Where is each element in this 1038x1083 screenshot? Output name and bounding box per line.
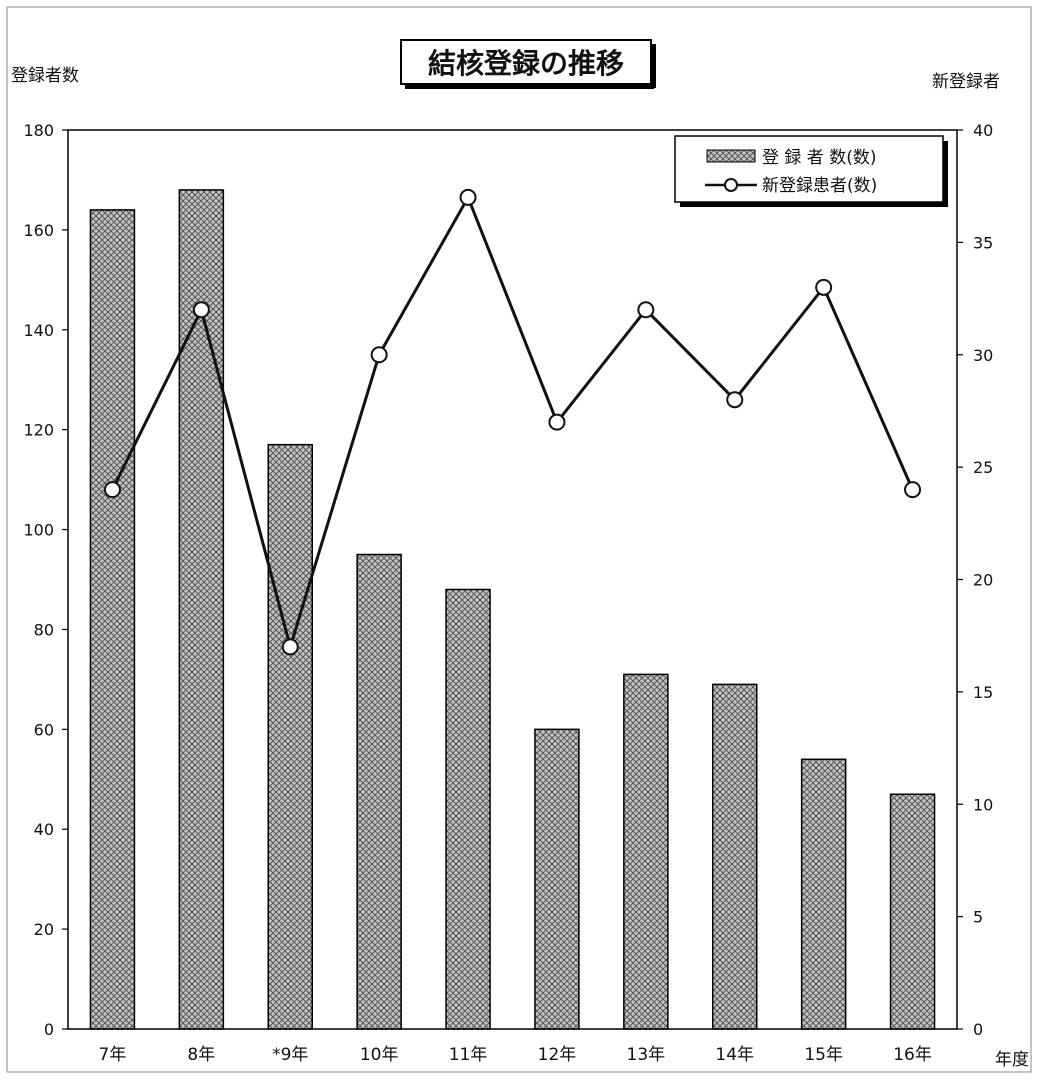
legend-bar-swatch	[706, 149, 756, 163]
line-point	[726, 391, 744, 409]
line-point	[281, 638, 299, 656]
y-left-ticks: 0 20 40 60 80 100 120 140 160 180	[23, 121, 68, 1039]
x-tick-label: 7年	[99, 1045, 127, 1065]
y-left-tick-label: 80	[34, 620, 54, 639]
y-left-tick-label: 180	[23, 121, 54, 140]
x-tick-label: 11年	[449, 1045, 488, 1065]
y-right-tick-label: 35	[973, 233, 993, 252]
bar	[267, 443, 313, 1030]
x-tick-label: 8年	[187, 1045, 215, 1065]
x-tick-label: 15年	[804, 1045, 843, 1065]
line-point	[370, 346, 388, 364]
y-left-tick-label: 40	[34, 820, 54, 839]
x-axis-title: 年度	[995, 1050, 1029, 1070]
x-tick-label: 14年	[715, 1045, 754, 1065]
legend-line-label: 新登録患者(数)	[762, 176, 877, 196]
legend-line-marker	[724, 178, 738, 192]
bar	[89, 209, 136, 1030]
x-tick-label: *9年	[272, 1045, 308, 1065]
bar	[178, 189, 225, 1030]
y-left-tick-label: 140	[23, 321, 54, 340]
y-right-tick-label: 15	[973, 683, 993, 702]
y-right-tick-label: 5	[973, 908, 983, 927]
line-point	[459, 188, 477, 206]
title-box	[400, 39, 652, 85]
x-tick-label: 10年	[360, 1045, 399, 1065]
bar	[356, 553, 402, 1030]
y-right-tick-label: 0	[973, 1020, 983, 1039]
legend-box	[674, 135, 944, 203]
y-left-tick-label: 100	[23, 521, 54, 540]
series-line	[111, 193, 914, 653]
x-tick-label: 12年	[538, 1045, 577, 1065]
bar	[800, 758, 847, 1030]
y-right-tick-label: 30	[973, 346, 993, 365]
y-left-axis-title: 登録者数	[11, 66, 79, 86]
y-left-tick-label: 20	[34, 920, 54, 939]
line-point	[637, 301, 655, 319]
y-left-tick-label: 120	[23, 421, 54, 440]
bar	[623, 673, 669, 1030]
y-left-tick-label: 60	[34, 720, 54, 739]
line-point	[192, 301, 210, 319]
line-series	[103, 188, 922, 656]
chart-frame	[6, 6, 1032, 1073]
y-right-tick-label: 40	[973, 121, 993, 140]
x-tick-labels: 7年 8年 *9年 10年 11年 12年 13年 14年 15年 16年	[99, 1045, 932, 1065]
y-right-tick-label: 25	[973, 458, 993, 477]
line-point	[548, 413, 566, 431]
y-right-tick-label: 20	[973, 571, 993, 590]
line-point	[815, 278, 833, 296]
bar	[534, 728, 580, 1030]
bar	[445, 588, 491, 1030]
line-point	[103, 481, 121, 499]
bar	[889, 793, 936, 1030]
y-left-tick-label: 0	[44, 1020, 54, 1039]
line-point	[904, 481, 922, 499]
y-left-tick-label: 160	[23, 221, 54, 240]
x-tick-label: 16年	[893, 1045, 932, 1065]
legend: 登 録 者 数(数) 新登録患者(数)	[674, 135, 948, 207]
x-tick-label: 13年	[627, 1045, 666, 1065]
bar	[712, 683, 758, 1030]
bar-series	[89, 189, 936, 1030]
chart-title: 結核登録の推移	[428, 47, 624, 80]
legend-bar-label: 登 録 者 数(数)	[762, 148, 876, 168]
y-right-tick-label: 10	[973, 795, 993, 814]
y-right-axis-title: 新登録者	[932, 72, 1000, 92]
y-right-ticks: 0 5 10 15 20 25 30 35 40	[957, 121, 993, 1039]
